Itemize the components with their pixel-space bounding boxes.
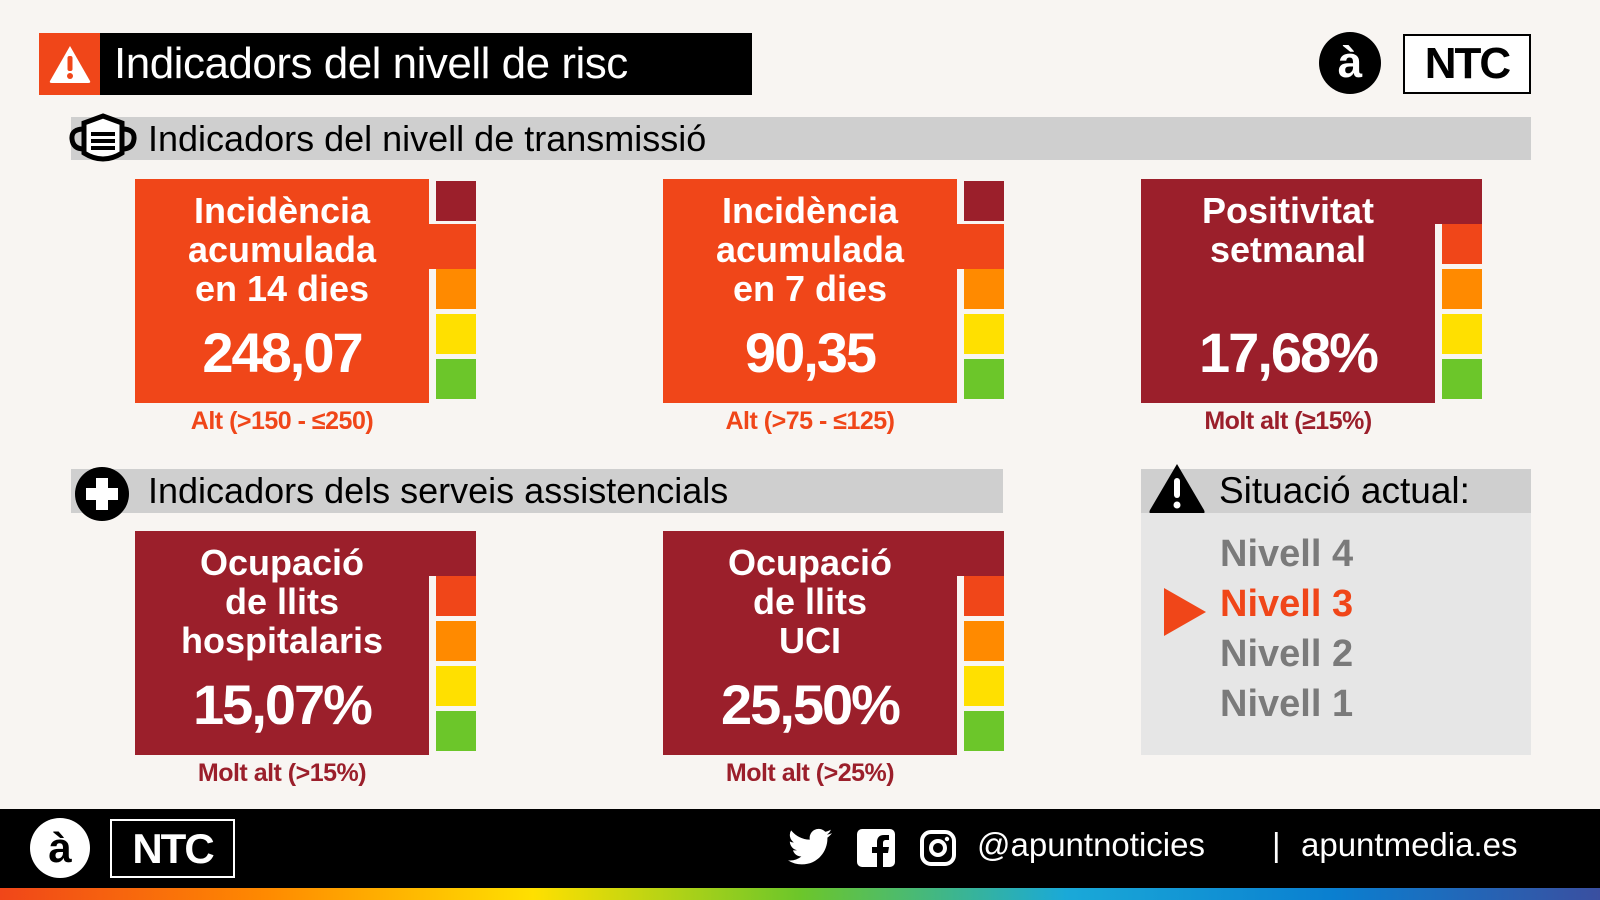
level-segment <box>436 576 476 616</box>
indicator-value: 15,07% <box>193 673 373 736</box>
apunt-logo: à <box>30 818 90 878</box>
level-segment <box>1442 359 1482 399</box>
level-item: Nivell 2 <box>1220 633 1354 675</box>
level-segment <box>436 314 476 354</box>
situation-title: Situació actual: <box>1219 470 1470 511</box>
indicator-card: Incidència acumulada en 7 dies 90,35 Alt (… <box>663 179 1005 435</box>
level-segment <box>1442 224 1482 264</box>
level-segment <box>957 531 1004 576</box>
indicator-card: Incidència acumulada en 14 dies 248,07 Alt… <box>135 179 477 435</box>
level-segment <box>1442 314 1482 354</box>
instagram-icon[interactable] <box>919 829 957 872</box>
level-segment <box>436 621 476 661</box>
indicator-card: Ocupació de llits UCI 25,50% Molt alt (>25… <box>663 531 1005 787</box>
level-segment <box>429 224 476 269</box>
level-segment <box>1442 269 1482 309</box>
level-segment <box>436 711 476 751</box>
situation-header: Situació actual: <box>1141 469 1531 513</box>
indicator-value: 17,68% <box>1199 321 1379 384</box>
section-services: Indicadors dels serveis assistencials <box>71 469 1003 513</box>
level-segment <box>964 621 1004 661</box>
level-segment <box>964 269 1004 309</box>
indicator-label: Ocupació de llits UCI <box>727 542 893 661</box>
indicator-value: 90,35 <box>744 321 877 384</box>
ntc-logo: NTC <box>110 819 235 878</box>
twitter-icon[interactable] <box>788 828 832 871</box>
level-segment <box>436 359 476 399</box>
warning-icon <box>1147 462 1207 521</box>
page-title: Indicadors del nivell de risc <box>114 39 628 88</box>
level-segment <box>436 666 476 706</box>
indicator-status: Molt alt (≥15%) <box>1204 407 1372 435</box>
indicator-value: 248,07 <box>202 321 363 384</box>
website-link[interactable]: apuntmedia.es <box>1301 826 1518 863</box>
level-segment <box>436 181 476 221</box>
indicator-label: Ocupació de llits hospitalaris <box>180 542 384 661</box>
indicator-box: Positivitat setmanal 17,68% <box>1141 179 1435 403</box>
level-segment <box>964 314 1004 354</box>
level-segment <box>429 531 476 576</box>
indicator-label: Positivitat setmanal <box>1201 190 1375 270</box>
title-bar: Indicadors del nivell de risc <box>39 33 752 95</box>
level-item: Nivell 3 <box>1220 583 1354 625</box>
indicator-status: Molt alt (>15%) <box>197 759 367 787</box>
level-segment <box>964 666 1004 706</box>
rainbow-strip <box>0 888 1600 900</box>
indicator-box: Incidència acumulada en 7 dies 90,35 <box>663 179 957 403</box>
situation-levels: Nivell 4 Nivell 3 Nivell 2 Nivell 1 <box>1141 513 1531 755</box>
level-segment <box>964 711 1004 751</box>
indicator-card: Ocupació de llits hospitalaris 15,07% Molt… <box>135 531 477 787</box>
level-segment <box>436 269 476 309</box>
indicator-status: Molt alt (>25%) <box>725 759 895 787</box>
level-segment <box>957 224 1004 269</box>
level-item: Nivell 1 <box>1220 683 1354 725</box>
social-handle[interactable]: @apuntnoticies <box>977 826 1205 863</box>
section-title: Indicadors del nivell de transmissió <box>148 117 707 159</box>
current-level-arrow-icon <box>1164 588 1206 636</box>
apunt-logo: à <box>1319 32 1381 94</box>
medical-cross-icon <box>74 466 130 527</box>
indicator-box: Incidència acumulada en 14 dies 248,07 <box>135 179 429 403</box>
indicator-status: Alt (>150 - ≤250) <box>190 407 374 435</box>
mask-icon <box>68 113 138 170</box>
indicator-status: Alt (>75 - ≤125) <box>725 407 895 435</box>
level-segment <box>964 576 1004 616</box>
level-segment <box>1435 179 1482 224</box>
level-item: Nivell 4 <box>1220 533 1354 575</box>
warning-icon <box>39 33 100 95</box>
level-segment <box>964 181 1004 221</box>
ntc-logo: NTC <box>1403 34 1531 94</box>
facebook-icon[interactable] <box>857 829 895 867</box>
indicator-label: Incidència acumulada en 14 dies <box>187 190 377 309</box>
indicator-box: Ocupació de llits UCI 25,50% <box>663 531 957 755</box>
section-transmission: Indicadors del nivell de transmissió <box>71 117 1531 160</box>
section-title: Indicadors dels serveis assistencials <box>148 470 729 511</box>
indicator-value: 25,50% <box>721 673 901 736</box>
separator: | <box>1272 826 1281 863</box>
indicator-box: Ocupació de llits hospitalaris 15,07% <box>135 531 429 755</box>
indicator-label: Incidència acumulada en 7 dies <box>715 190 905 309</box>
indicator-card: Positivitat setmanal 17,68% Molt alt (≥15%… <box>1141 179 1483 435</box>
level-segment <box>964 359 1004 399</box>
